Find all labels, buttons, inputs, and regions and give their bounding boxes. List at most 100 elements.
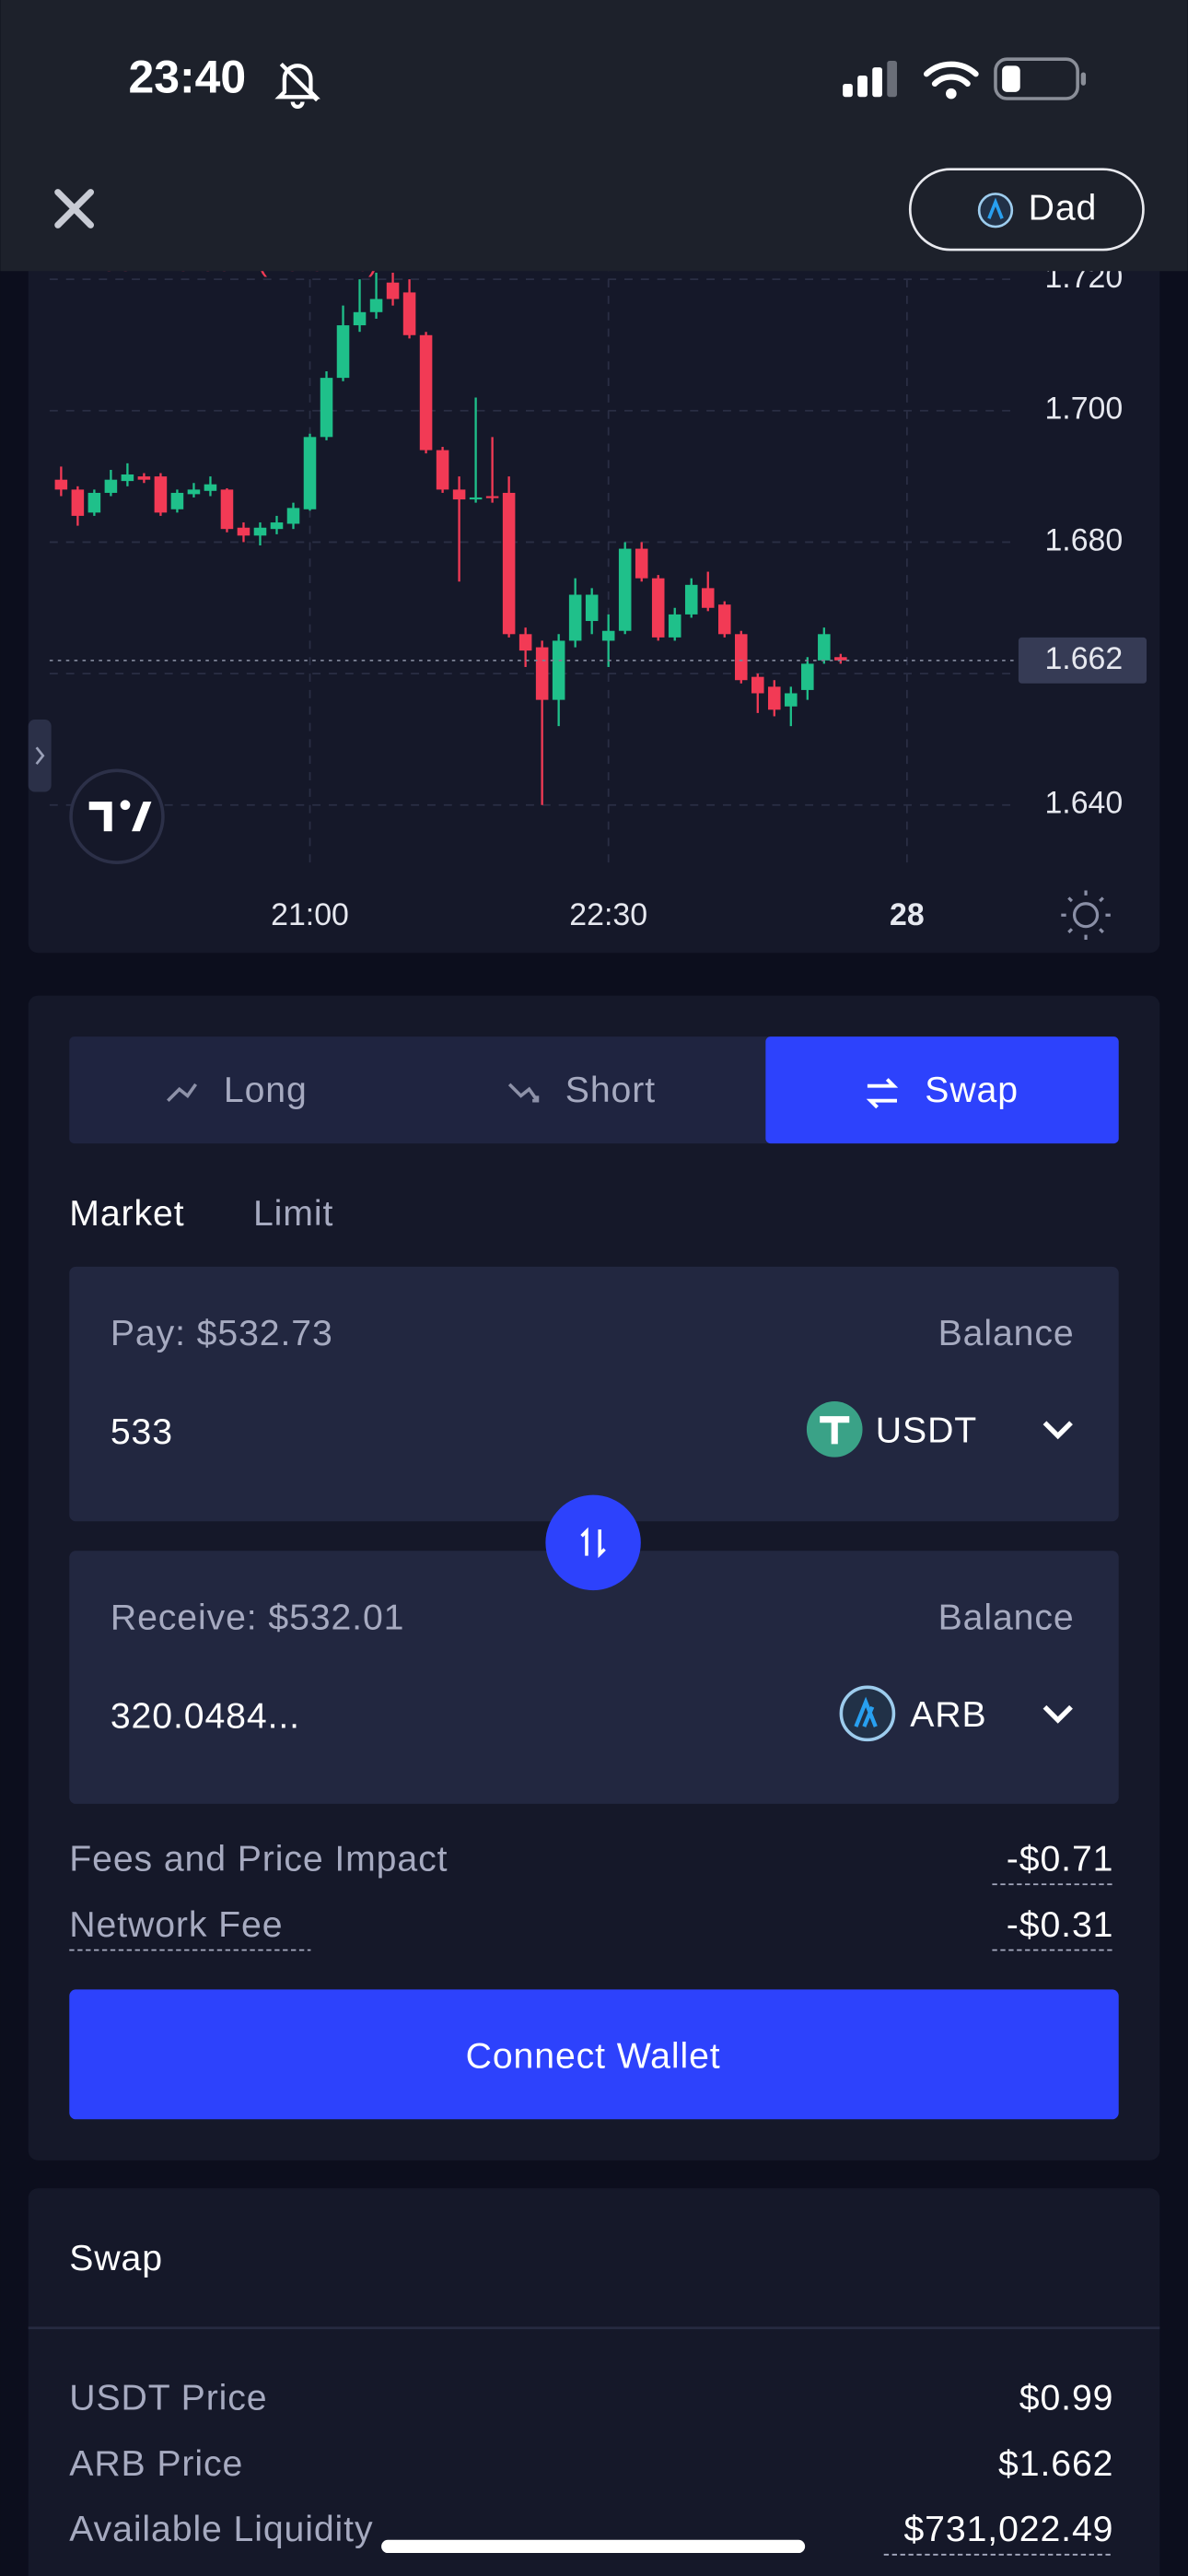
order-market[interactable]: Market [69, 1193, 184, 1234]
tradingview-logo[interactable] [69, 768, 165, 864]
silent-icon [274, 63, 320, 109]
receive-token-chevron [1042, 1704, 1073, 1724]
tab-short[interactable]: Short [565, 1070, 656, 1110]
candle-body [220, 489, 234, 530]
arb-icon [977, 193, 1014, 228]
network-fee-value[interactable]: -$0.31 [1007, 1904, 1114, 1945]
candle-body [253, 527, 267, 536]
close-button[interactable] [54, 189, 95, 228]
status-time: 23:40 [128, 52, 246, 103]
candle-body [684, 584, 698, 615]
info-value: $1.662 [998, 2443, 1113, 2484]
arb-token-icon [839, 1685, 896, 1742]
swap-tab-icon [866, 1078, 899, 1109]
candle-body [436, 450, 449, 490]
candle-body [353, 311, 367, 326]
candle-body [286, 508, 300, 524]
candle-body [87, 492, 101, 513]
y-tick-label: 1.700 [1044, 392, 1123, 427]
receive-box [69, 1551, 1119, 1804]
candle-body [668, 614, 681, 638]
info-label: Available Liquidity [69, 2509, 373, 2549]
tab-active [765, 1036, 1119, 1144]
candle-body [419, 334, 433, 451]
candle-body [768, 686, 781, 710]
candle-body [104, 479, 118, 493]
wifi-icon [923, 61, 979, 100]
long-icon [167, 1083, 198, 1102]
info-value[interactable]: $731,022.49 [903, 2509, 1113, 2549]
candle-body [469, 497, 483, 500]
candle-body [170, 492, 184, 509]
candle-body [402, 292, 416, 335]
candle-body [270, 522, 284, 530]
candle-body [187, 489, 201, 495]
candle-body [137, 476, 151, 480]
candle-body [834, 657, 847, 661]
candle-body [552, 640, 565, 700]
battery-icon [994, 57, 1087, 100]
account-name: Dad [1029, 188, 1098, 228]
candle-body [818, 634, 831, 661]
handle-chevron [35, 746, 45, 766]
candle-body [801, 663, 814, 690]
candle-body [651, 578, 665, 638]
info-title: Swap [69, 2238, 163, 2278]
arb-glyph [987, 197, 1004, 219]
usdt-glyph [820, 1416, 850, 1445]
candle-body [635, 548, 648, 579]
account-button[interactable] [908, 168, 1145, 252]
flip-icon [580, 1527, 606, 1559]
info-card [28, 2188, 1160, 2576]
candle-body [585, 594, 599, 622]
x-tick-label: 21:00 [271, 897, 349, 932]
y-tick-label: 1.640 [1044, 786, 1123, 821]
x-tick-label: 28 [890, 897, 925, 932]
pay-token-chevron [1042, 1421, 1073, 1440]
price-chart: 21:0022:30281.7201.7001.6801.6601.6401.6… [49, 147, 1147, 932]
receive-label: Receive: $532.01 [111, 1598, 405, 1638]
info-label: USDT Price [69, 2378, 267, 2418]
fee-value[interactable]: -$0.71 [1007, 1839, 1114, 1879]
candle-body [237, 527, 250, 536]
x-tick-label: 22:30 [569, 897, 647, 932]
candle-body [452, 489, 466, 500]
candle-body [369, 299, 383, 312]
tradingview-mark [88, 800, 152, 832]
candle-body [751, 676, 764, 694]
receive-token[interactable]: ARB [910, 1694, 986, 1735]
connect-wallet-button[interactable] [69, 1989, 1119, 2120]
candle-body [518, 634, 532, 651]
chart-settings[interactable] [1061, 890, 1111, 940]
candle-body [320, 378, 333, 438]
short-icon [507, 1083, 540, 1103]
y-tick-label: 1.680 [1044, 522, 1123, 557]
last-price-label: 1.662 [1044, 641, 1123, 676]
candle-body [336, 325, 350, 379]
chart-card [28, 164, 1160, 954]
pay-token[interactable]: USDT [876, 1410, 977, 1450]
candle-body [121, 474, 134, 482]
candle-body [785, 693, 798, 707]
order-limit[interactable]: Limit [253, 1193, 333, 1234]
candle-body [303, 437, 317, 509]
candle-body [54, 479, 68, 490]
candle-body [535, 647, 549, 700]
candle-body [618, 548, 632, 631]
network-fee-label[interactable]: Network Fee [69, 1904, 283, 1945]
info-label: ARB Price [69, 2443, 243, 2484]
tab-swap[interactable]: Swap [925, 1070, 1019, 1110]
flip-button[interactable] [545, 1494, 641, 1591]
pay-amount[interactable]: 533 [111, 1411, 173, 1452]
candle-body [485, 496, 499, 498]
candle-body [71, 489, 85, 516]
chart-drawer-handle[interactable] [28, 720, 52, 792]
tab-long[interactable]: Long [224, 1070, 308, 1110]
pay-label: Pay: $532.73 [111, 1313, 333, 1353]
pay-box [69, 1266, 1119, 1522]
candle-body [734, 634, 748, 681]
arb-token-glyph [854, 1696, 878, 1727]
candle-body [154, 476, 168, 513]
